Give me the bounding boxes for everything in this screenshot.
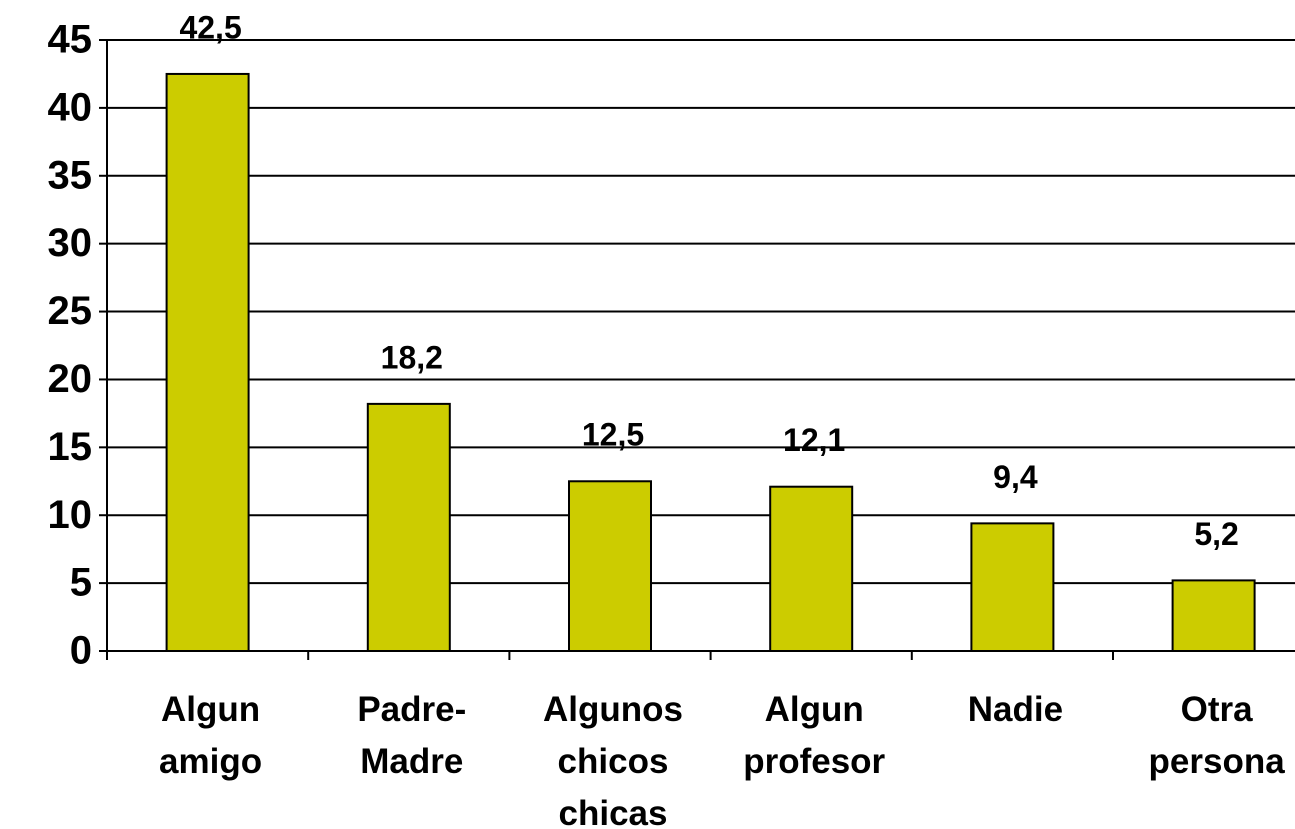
y-tick-label: 20 — [48, 357, 93, 401]
x-tick-label: Nadie — [967, 690, 1064, 729]
value-label: 5,2 — [1194, 516, 1238, 552]
bar — [970, 522, 1055, 653]
y-tick-label: 35 — [48, 153, 93, 197]
y-tick-label: 40 — [48, 85, 93, 129]
x-tick-label: Otra persona — [1148, 690, 1285, 781]
bar — [165, 72, 250, 652]
bar — [568, 480, 652, 652]
bar — [366, 402, 451, 652]
y-tick-label: 5 — [70, 561, 92, 605]
y-tick-label: 25 — [48, 289, 93, 333]
y-tick-label: 0 — [70, 629, 92, 673]
value-label: 42,5 — [179, 9, 241, 45]
x-tick-label: Algun profesor — [743, 690, 886, 781]
value-label: 12,5 — [582, 417, 644, 453]
bar — [769, 485, 854, 652]
value-label: 18,2 — [381, 339, 443, 375]
y-tick-label: 45 — [48, 18, 93, 62]
y-tick-label: 10 — [48, 493, 93, 537]
y-tick-label: 30 — [48, 221, 93, 265]
x-tick-label: Algunos chicos chicas — [543, 690, 683, 829]
x-tick-label: Algun amigo — [159, 690, 263, 781]
bar — [1171, 579, 1256, 653]
y-tick-label: 15 — [48, 425, 93, 469]
x-tick-label: Padre-Madre — [357, 690, 467, 781]
value-label: 12,1 — [783, 422, 845, 458]
value-label: 9,4 — [993, 459, 1038, 495]
